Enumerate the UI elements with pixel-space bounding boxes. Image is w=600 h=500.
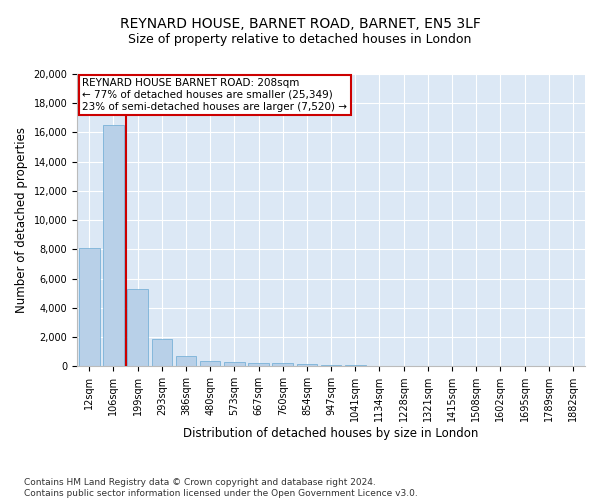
- Bar: [224, 362, 245, 366]
- Text: Contains HM Land Registry data © Crown copyright and database right 2024.
Contai: Contains HM Land Registry data © Crown c…: [24, 478, 418, 498]
- X-axis label: Distribution of detached houses by size in London: Distribution of detached houses by size …: [184, 427, 479, 440]
- Text: REYNARD HOUSE, BARNET ROAD, BARNET, EN5 3LF: REYNARD HOUSE, BARNET ROAD, BARNET, EN5 …: [119, 18, 481, 32]
- Bar: [152, 339, 172, 366]
- Bar: [321, 365, 341, 366]
- Text: Size of property relative to detached houses in London: Size of property relative to detached ho…: [128, 32, 472, 46]
- Bar: [248, 363, 269, 366]
- Text: REYNARD HOUSE BARNET ROAD: 208sqm
← 77% of detached houses are smaller (25,349)
: REYNARD HOUSE BARNET ROAD: 208sqm ← 77% …: [82, 78, 347, 112]
- Bar: [176, 356, 196, 366]
- Bar: [296, 364, 317, 366]
- Bar: [103, 125, 124, 366]
- Bar: [127, 289, 148, 366]
- Bar: [200, 360, 220, 366]
- Bar: [272, 364, 293, 366]
- Bar: [79, 248, 100, 366]
- Y-axis label: Number of detached properties: Number of detached properties: [15, 127, 28, 313]
